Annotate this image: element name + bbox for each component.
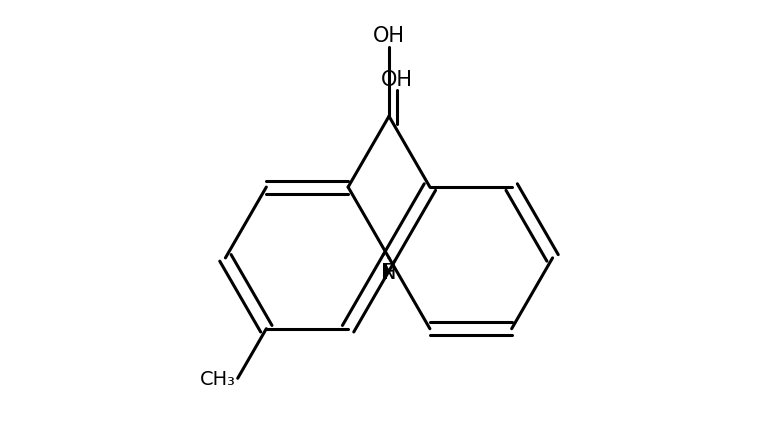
Text: N: N [381, 262, 397, 282]
Text: CH₃: CH₃ [200, 369, 236, 388]
Text: F: F [383, 262, 395, 282]
Text: OH: OH [373, 26, 405, 46]
Text: OH: OH [381, 70, 413, 89]
